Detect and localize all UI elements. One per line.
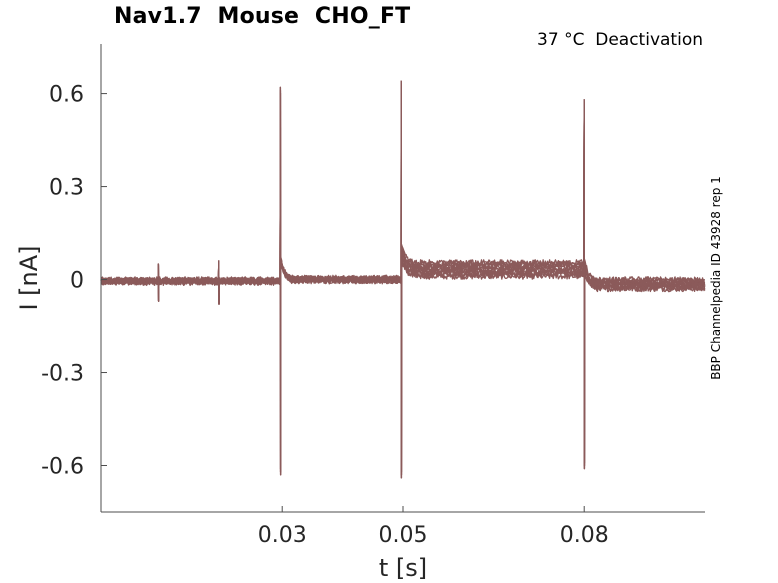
x-tick-label-1: 0.03 — [258, 523, 307, 548]
chart-subtitle: 37 °C Deactivation — [537, 30, 703, 50]
y-tick-label-5: -0.6 — [41, 455, 84, 480]
y-tick-label-3: 0 — [70, 269, 84, 294]
y-axis-label: I [nA] — [15, 245, 43, 310]
trace-series-9 — [100, 80, 705, 473]
chart-title: Nav1.7 Mouse CHO_FT — [114, 4, 411, 29]
y-tick-label-4: -0.3 — [41, 362, 84, 387]
axes-group: 0.03 0.05 0.08 0.6 0.3 0 -0.3 -0.6 t [s] I [nA] — [15, 44, 705, 582]
y-tick-label-1: 0.6 — [49, 83, 84, 108]
y-tick-label-2: 0.3 — [49, 176, 84, 201]
trace-series-3 — [100, 80, 706, 473]
traces-group — [100, 80, 706, 479]
x-tick-label-2: 0.05 — [379, 523, 428, 548]
trace-series-10 — [100, 86, 705, 476]
x-axis-label: t [s] — [379, 554, 427, 582]
trace-series-6 — [100, 80, 706, 473]
x-tick-label-3: 0.08 — [560, 523, 609, 548]
